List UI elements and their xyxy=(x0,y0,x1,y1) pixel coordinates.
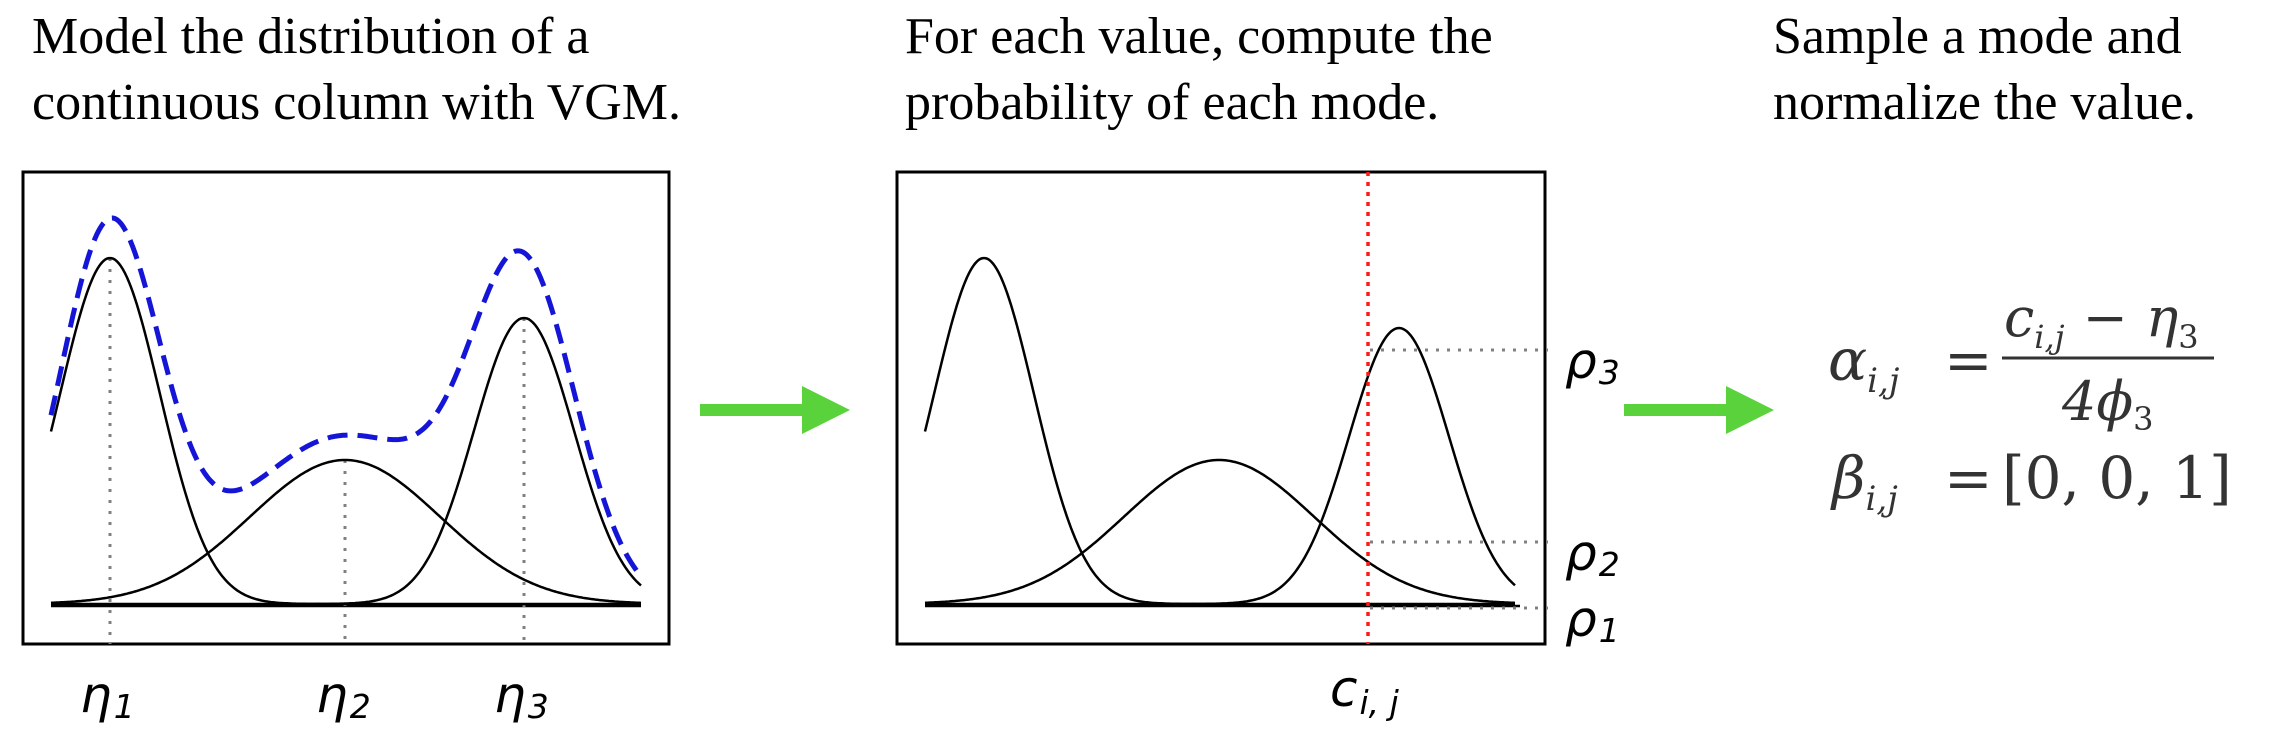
cij-label: ci, j xyxy=(1330,660,1400,722)
formula-numerator: ci,j − η3 xyxy=(2004,286,2199,356)
beta-lhs: βi,j xyxy=(1830,444,1898,519)
panel2-gaussian-mode2 xyxy=(924,458,1516,605)
normalization-formula: αi,j = ci,j − η3 4ϕ3 βi,j = [0, 0, 1] xyxy=(1828,286,2232,519)
panel2-gaussian-mode3 xyxy=(925,326,1516,606)
alpha-lhs: αi,j xyxy=(1828,326,1900,401)
panel1-gaussian-mode2 xyxy=(50,458,642,605)
panel1-mixture-density xyxy=(48,215,643,578)
beta-value: [0, 0, 1] xyxy=(2002,444,2232,512)
eta1-label: η1 xyxy=(80,666,135,726)
step2-caption-line1: For each value, compute the xyxy=(905,8,1493,65)
panel2-frame xyxy=(895,170,1547,646)
alpha-equals: = xyxy=(1944,326,1993,394)
step2-caption: For each value, compute the probability … xyxy=(905,4,1493,136)
arrow-step1-to-step2 xyxy=(700,386,850,434)
rho1-label: ρ1 xyxy=(1565,590,1620,650)
step1-caption-line2: continuous column with VGM. xyxy=(32,74,682,131)
eta3-label: η3 xyxy=(494,666,549,726)
rho3-label: ρ3 xyxy=(1565,332,1620,392)
formula-denominator: 4ϕ3 xyxy=(2061,370,2154,438)
panel1-vgm-plot: η1 η2 η3 xyxy=(21,170,671,726)
arrow-step2-to-step3 xyxy=(1624,386,1774,434)
step1-caption-line1: Model the distribution of a xyxy=(32,8,590,65)
eta2-label: η2 xyxy=(316,666,371,726)
panel2-mode-probability-plot: ρ3 ρ2 ρ1 ci, j xyxy=(895,170,1620,722)
step3-caption-line2: normalize the value. xyxy=(1773,74,2197,131)
beta-equals: = xyxy=(1944,444,1993,512)
step2-caption-line2: probability of each mode. xyxy=(905,74,1440,131)
step3-caption-line1: Sample a mode and xyxy=(1773,8,2182,65)
panel1-frame xyxy=(21,170,671,646)
rho2-label: ρ2 xyxy=(1565,524,1620,584)
arrow2-head xyxy=(1726,386,1774,434)
arrow1-head xyxy=(802,386,850,434)
panel2-gaussian-mode1 xyxy=(923,256,1515,606)
step3-caption: Sample a mode and normalize the value. xyxy=(1773,4,2196,136)
panel1-gaussian-mode3 xyxy=(51,316,642,606)
step1-caption: Model the distribution of a continuous c… xyxy=(32,4,681,136)
